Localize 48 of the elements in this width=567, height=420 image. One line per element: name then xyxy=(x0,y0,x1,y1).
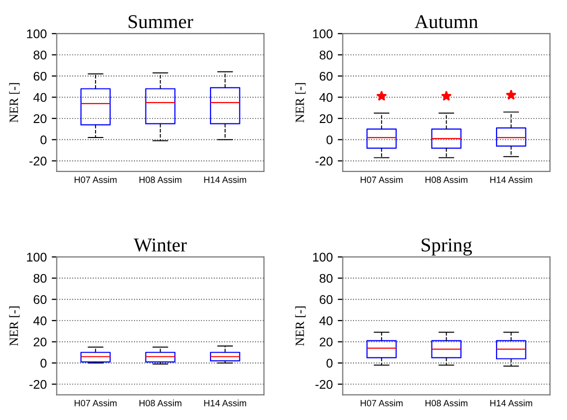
x-tick-label: H08 Assim xyxy=(140,176,182,183)
y-tick-label: 100 xyxy=(27,252,46,262)
chart-title: Autumn xyxy=(414,15,478,28)
y-tick-label: 0 xyxy=(40,358,46,368)
y-tick-label: 60 xyxy=(320,295,333,304)
y-tick-label: 60 xyxy=(320,72,333,81)
y-tick-label: 20 xyxy=(34,338,46,346)
y-tick-label: 40 xyxy=(33,93,46,102)
y-tick-label: 80 xyxy=(34,50,46,60)
x-tick-label: H14 Assim xyxy=(490,400,532,406)
y-tick-label: -20 xyxy=(29,380,46,389)
y-tick-label: 100 xyxy=(313,252,333,262)
y-tick-label: 40 xyxy=(319,316,333,326)
y-tick-label: 20 xyxy=(320,114,333,124)
y-axis-title: NER [-] xyxy=(9,306,20,346)
x-tick-label: H07 Assim xyxy=(74,176,117,183)
y-tick-label: 80 xyxy=(34,274,46,283)
y-tick-label: 20 xyxy=(320,338,333,346)
y-tick-label: 100 xyxy=(27,29,46,38)
y-tick-label: 80 xyxy=(320,50,333,60)
y-tick-label: 40 xyxy=(319,93,333,102)
y-tick-label: 60 xyxy=(34,295,46,304)
x-tick-label: H14 Assim xyxy=(490,176,532,183)
chart-title: Summer xyxy=(128,15,194,28)
y-tick-label: 0 xyxy=(326,135,333,144)
y-tick-label: -20 xyxy=(315,156,333,166)
x-tick-label: H07 Assim xyxy=(360,400,403,406)
y-tick-label: 0 xyxy=(40,135,46,144)
y-tick-label: -20 xyxy=(315,380,333,389)
x-tick-label: H08 Assim xyxy=(426,400,468,406)
y-tick-label: 40 xyxy=(33,316,46,326)
x-tick-label: H07 Assim xyxy=(360,176,403,183)
y-axis-title: NER [-] xyxy=(9,83,20,122)
x-tick-label: H08 Assim xyxy=(140,400,182,406)
y-axis-title: NER [-] xyxy=(295,83,306,122)
y-tick-label: 60 xyxy=(34,72,46,81)
x-tick-label: H14 Assim xyxy=(204,176,246,183)
x-tick-label: H14 Assim xyxy=(204,400,246,406)
chart-title: Winter xyxy=(134,238,187,252)
y-tick-label: 0 xyxy=(326,358,333,368)
x-tick-label: H07 Assim xyxy=(74,400,117,406)
y-tick-label: 20 xyxy=(34,114,46,124)
y-axis-title: NER [-] xyxy=(295,306,306,346)
y-tick-label: 100 xyxy=(313,29,333,38)
y-tick-label: 80 xyxy=(320,274,333,283)
y-tick-label: -20 xyxy=(29,156,46,166)
x-tick-label: H08 Assim xyxy=(426,176,468,183)
chart-title: Spring xyxy=(422,238,472,256)
